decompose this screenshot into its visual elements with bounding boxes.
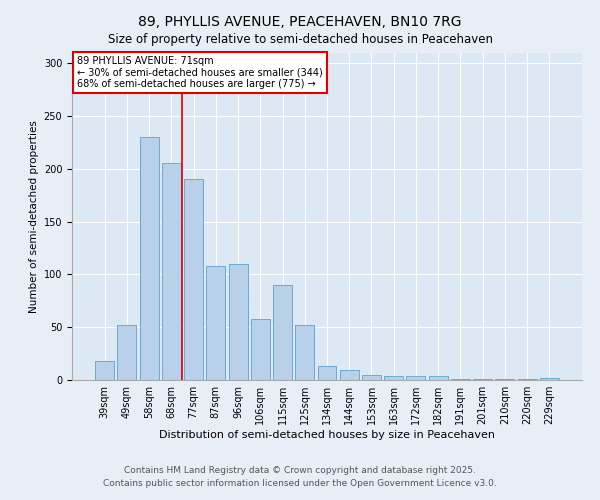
Bar — [118, 325, 136, 380]
Bar — [184, 180, 203, 380]
Text: 89 PHYLLIS AVENUE: 71sqm
← 30% of semi-detached houses are smaller (344)
68% of : 89 PHYLLIS AVENUE: 71sqm ← 30% of semi-d… — [77, 56, 323, 89]
X-axis label: Distribution of semi-detached houses by size in Peacehaven: Distribution of semi-detached houses by … — [159, 430, 495, 440]
Bar — [362, 374, 381, 380]
Y-axis label: Number of semi-detached properties: Number of semi-detached properties — [29, 120, 40, 312]
Bar — [140, 137, 158, 380]
Bar — [473, 379, 492, 380]
Bar — [340, 370, 359, 380]
Bar — [206, 266, 225, 380]
Text: Size of property relative to semi-detached houses in Peacehaven: Size of property relative to semi-detach… — [107, 32, 493, 46]
Bar — [251, 318, 270, 380]
Bar — [273, 285, 292, 380]
Bar — [429, 376, 448, 380]
Bar — [540, 378, 559, 380]
Bar — [451, 379, 470, 380]
Bar — [95, 361, 114, 380]
Bar — [229, 264, 248, 380]
Bar — [384, 376, 403, 380]
Bar — [295, 325, 314, 380]
Bar — [496, 379, 514, 380]
Bar — [406, 376, 425, 380]
Bar — [317, 366, 337, 380]
Text: Contains HM Land Registry data © Crown copyright and database right 2025.
Contai: Contains HM Land Registry data © Crown c… — [103, 466, 497, 487]
Bar — [162, 164, 181, 380]
Text: 89, PHYLLIS AVENUE, PEACEHAVEN, BN10 7RG: 89, PHYLLIS AVENUE, PEACEHAVEN, BN10 7RG — [138, 15, 462, 29]
Bar — [518, 379, 536, 380]
